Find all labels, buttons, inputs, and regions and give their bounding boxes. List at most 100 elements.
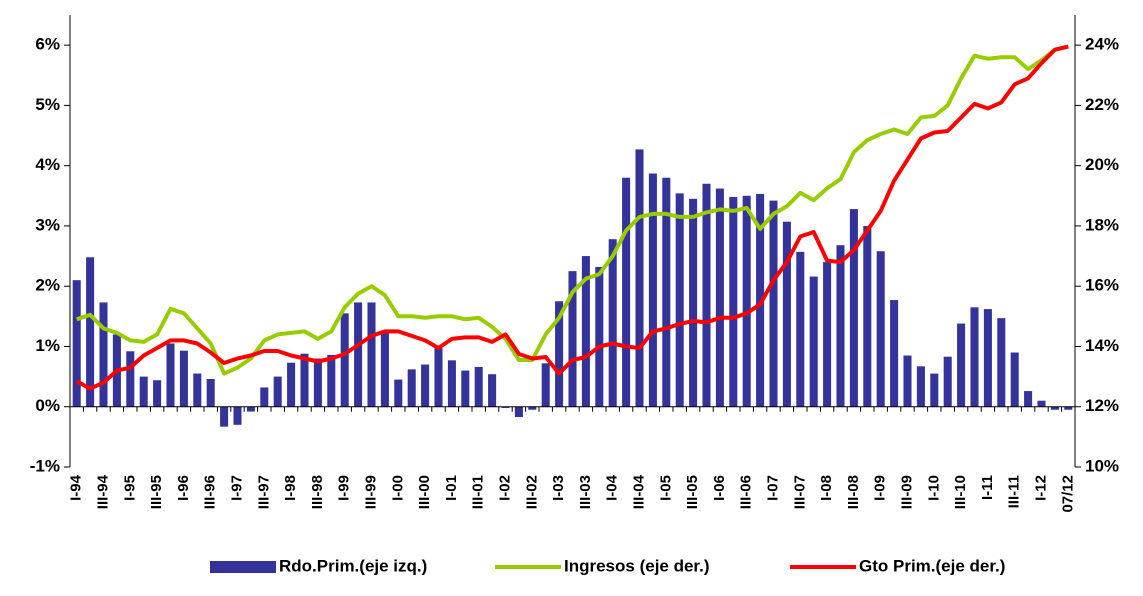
bar — [983, 309, 992, 407]
bar — [313, 358, 322, 407]
bar — [823, 262, 832, 407]
x-tick-label: III-03 — [577, 475, 594, 509]
bar — [796, 251, 805, 407]
bar — [608, 239, 617, 407]
legend-label: Rdo.Prim.(eje izq.) — [279, 556, 427, 575]
bar — [1064, 406, 1073, 410]
bar — [930, 373, 939, 407]
y2-tick-label: 24% — [1085, 35, 1119, 54]
bar — [407, 369, 416, 407]
bar — [300, 353, 309, 407]
x-tick-label: III-08 — [845, 475, 862, 509]
bar — [139, 376, 148, 407]
bar — [246, 406, 255, 412]
bar — [916, 366, 925, 407]
bar — [863, 225, 872, 407]
bar — [287, 362, 296, 407]
bar — [742, 195, 751, 407]
bar — [662, 177, 671, 407]
bar — [702, 183, 711, 407]
y2-tick-label: 20% — [1085, 155, 1119, 174]
x-tick-label: III-01 — [470, 475, 487, 509]
x-tick-label: I-04 — [604, 474, 621, 501]
x-tick-label: I-06 — [711, 475, 728, 501]
x-tick-label: I-96 — [175, 475, 192, 501]
y2-tick-label: 12% — [1085, 396, 1119, 415]
bar — [622, 177, 631, 407]
x-tick-label: III-11 — [1006, 475, 1023, 508]
x-tick-label: III-10 — [952, 475, 969, 509]
legend-label: Gto Prim.(eje der.) — [859, 556, 1005, 575]
x-tick-label: I-08 — [818, 475, 835, 501]
legend-label: Ingresos (eje der.) — [564, 556, 710, 575]
bar — [568, 271, 577, 407]
y-tick-label: 4% — [35, 155, 60, 174]
x-tick-label: I-09 — [872, 475, 889, 501]
x-tick-label: I-11 — [979, 475, 996, 500]
bar — [782, 221, 791, 407]
bar — [1050, 406, 1059, 410]
bar — [648, 173, 657, 407]
bar — [809, 276, 818, 407]
y-tick-label: 3% — [35, 215, 60, 234]
y2-tick-label: 22% — [1085, 95, 1119, 114]
line — [76, 44, 1069, 376]
bar — [233, 406, 242, 425]
bar — [876, 251, 885, 407]
x-tick-label: I-12 — [1032, 475, 1049, 501]
bar — [528, 406, 537, 410]
x-tick-label: I-00 — [389, 475, 406, 501]
bar — [943, 356, 952, 407]
bar — [72, 280, 81, 407]
y-tick-label: 2% — [35, 276, 60, 295]
x-tick-label: III-95 — [148, 475, 165, 509]
bar — [675, 193, 684, 407]
x-tick-label: III-05 — [684, 475, 701, 509]
x-tick-label: 07/12 — [1059, 475, 1076, 513]
y2-tick-label: 16% — [1085, 276, 1119, 295]
x-tick-label: III-02 — [523, 475, 540, 509]
line — [75, 44, 1069, 391]
bar — [394, 379, 403, 407]
x-tick-label: III-98 — [309, 475, 326, 509]
x-tick-label: III-99 — [362, 475, 379, 509]
bar — [179, 350, 188, 407]
bar — [421, 364, 430, 407]
x-tick-label: I-94 — [68, 474, 85, 501]
x-tick-label: III-07 — [791, 475, 808, 509]
bar — [890, 300, 899, 407]
bar — [126, 351, 135, 407]
bar — [514, 406, 523, 417]
bar — [635, 149, 644, 407]
bar — [1037, 400, 1046, 407]
bar — [461, 370, 470, 407]
bar — [903, 355, 912, 407]
y-tick-label: 5% — [35, 95, 60, 114]
bar — [206, 379, 215, 407]
y-tick-label: 6% — [35, 35, 60, 54]
bar — [380, 331, 389, 407]
bar — [970, 307, 979, 407]
x-tick-label: III-06 — [738, 475, 755, 509]
bar — [541, 363, 550, 407]
bar — [99, 302, 108, 407]
bar — [729, 197, 738, 407]
bar — [86, 257, 95, 407]
bar — [220, 406, 229, 427]
y-tick-label: 1% — [35, 336, 60, 355]
x-tick-label: I-10 — [925, 475, 942, 501]
x-tick-label: I-98 — [282, 475, 299, 501]
x-tick-label: I-03 — [550, 475, 567, 501]
bar — [260, 387, 269, 407]
x-tick-label: I-95 — [121, 475, 138, 501]
x-tick-label: III-04 — [630, 474, 647, 509]
bar — [273, 376, 282, 407]
bar — [997, 318, 1006, 407]
y-tick-label: 0% — [35, 396, 60, 415]
x-tick-label: I-05 — [657, 475, 674, 501]
bar — [1010, 352, 1019, 407]
bar — [957, 323, 966, 407]
bar — [474, 366, 483, 407]
x-tick-label: I-97 — [228, 475, 245, 501]
